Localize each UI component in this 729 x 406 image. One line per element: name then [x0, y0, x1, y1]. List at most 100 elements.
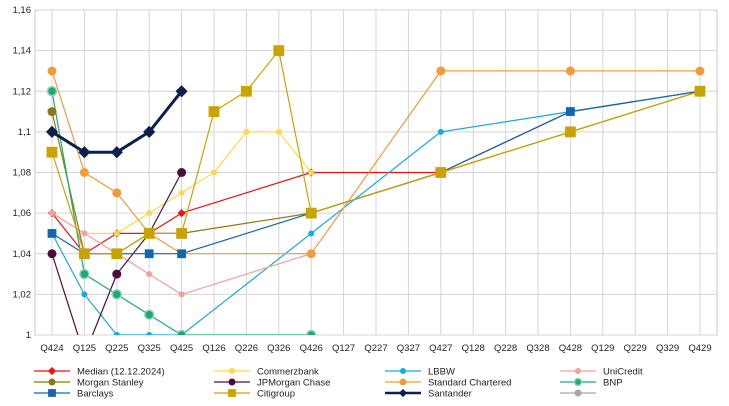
legend-item: BNP — [560, 378, 623, 389]
data-point — [46, 146, 58, 158]
data-point — [177, 249, 187, 259]
legend-label: Morgan Stanley — [77, 378, 144, 389]
data-point — [46, 86, 58, 97]
x-tick-label: Q326 — [267, 343, 290, 354]
legend-swatch-marker — [47, 366, 57, 376]
series-markers-7 — [46, 86, 317, 335]
data-point — [47, 229, 57, 238]
series-line — [51, 49, 701, 255]
legend-item: UniCredit — [560, 367, 643, 378]
data-point — [81, 291, 88, 298]
legend-label: Commerzbank — [257, 367, 319, 378]
legend-swatch-marker — [48, 389, 56, 397]
data-point — [208, 106, 220, 117]
data-point — [47, 66, 57, 76]
data-point — [175, 85, 188, 98]
data-point — [49, 210, 55, 217]
data-point — [308, 169, 315, 176]
data-point — [45, 125, 59, 138]
x-tick-label: Q327 — [397, 343, 420, 354]
legend-item: Citigroup — [214, 389, 295, 400]
data-point — [565, 66, 575, 76]
legend-item: Commerzbank — [214, 367, 319, 378]
x-tick-label: Q227 — [364, 343, 387, 354]
y-tick-label: 1,14 — [13, 46, 32, 57]
data-point — [273, 45, 285, 57]
legend-swatch-marker — [574, 389, 582, 397]
legend-label: Standard Chartered — [428, 378, 511, 389]
x-tick-label: Q328 — [526, 343, 549, 354]
x-tick-label: Q429 — [688, 343, 711, 354]
data-point — [211, 169, 217, 176]
legend-swatch-marker — [229, 368, 235, 374]
data-point — [178, 189, 185, 196]
series-markers-9 — [46, 45, 706, 260]
data-point — [111, 289, 123, 300]
legend-item: JPMorgan Chase — [214, 378, 330, 389]
data-point — [143, 228, 155, 239]
x-tick-label: Q424 — [40, 343, 63, 354]
legend-label: BNP — [603, 378, 623, 389]
x-tick-label: Q428 — [559, 343, 582, 354]
data-point — [176, 329, 187, 335]
x-tick-label: Q228 — [494, 343, 517, 354]
x-tick-label: Q425 — [170, 343, 193, 354]
legend-swatch-marker — [48, 378, 56, 386]
data-point — [47, 107, 57, 117]
data-point — [146, 332, 153, 335]
data-point — [144, 249, 154, 259]
data-point — [79, 168, 89, 177]
data-point — [110, 146, 123, 159]
data-point — [240, 85, 252, 97]
legend-item: LBBW — [385, 367, 455, 378]
x-tick-label: Q127 — [332, 343, 355, 354]
legend-item: Barclays — [34, 389, 114, 400]
series-2 — [51, 90, 701, 335]
x-tick-label: Q125 — [73, 343, 96, 354]
data-point — [177, 209, 186, 218]
data-point — [436, 66, 446, 76]
y-axis-ticks: 1 1,02 1,04 1,06 1,08 1,1 1,12 1,14 1,16 — [13, 5, 32, 341]
data-point — [305, 329, 317, 335]
series-9 — [51, 49, 701, 255]
data-point — [275, 128, 282, 135]
data-point — [81, 230, 88, 237]
legend: Median (12.12.2024) Commerzbank LBBW UniCre… — [34, 367, 643, 400]
data-point — [112, 269, 122, 279]
legend-label: LBBW — [428, 367, 455, 378]
y-tick-label: 1,02 — [13, 289, 32, 300]
legend-item — [560, 389, 596, 397]
y-tick-label: 1,06 — [13, 208, 32, 219]
data-point — [694, 85, 706, 97]
data-point — [79, 248, 90, 260]
data-point — [308, 230, 315, 237]
x-tick-label: Q229 — [624, 343, 647, 354]
data-point — [146, 210, 153, 217]
data-point — [79, 268, 90, 280]
legend-item: Standard Chartered — [385, 378, 511, 389]
data-point — [243, 128, 250, 135]
y-tick-label: 1 — [26, 330, 31, 341]
legend-label: Citigroup — [257, 389, 295, 400]
data-point — [178, 291, 185, 298]
x-tick-label: Q226 — [235, 343, 258, 354]
x-tick-label: Q427 — [429, 343, 452, 354]
legend-label: Barclays — [77, 389, 114, 400]
data-point — [435, 167, 447, 178]
legend-label: Santander — [428, 389, 472, 400]
data-point — [47, 249, 57, 259]
legend-swatch-marker — [400, 368, 406, 374]
legend-swatch-marker — [399, 378, 407, 386]
x-tick-label: Q126 — [202, 343, 225, 354]
y-tick-label: 1,1 — [18, 127, 31, 138]
legend-swatch-marker — [573, 377, 583, 387]
x-tick-label: Q129 — [591, 343, 614, 354]
series-line — [51, 91, 312, 335]
series-line — [51, 90, 701, 335]
x-tick-label: Q426 — [300, 343, 323, 354]
legend-label: JPMorgan Chase — [257, 378, 330, 389]
legend-label: Median (12.12.2024) — [77, 367, 165, 378]
y-tick-label: 1,12 — [13, 86, 32, 97]
x-tick-label: Q329 — [656, 343, 679, 354]
